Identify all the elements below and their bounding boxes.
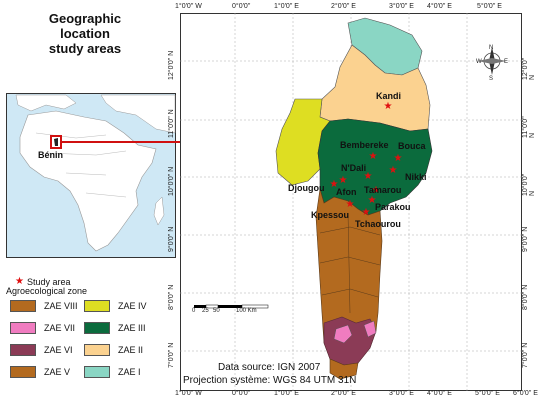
city-tamarou: Tamarou bbox=[364, 185, 402, 195]
svg-text:★: ★ bbox=[368, 195, 377, 206]
coord-right-1: 11°0'0" N bbox=[522, 116, 536, 138]
coord-bottom-4: 3°0'0" E bbox=[389, 390, 414, 397]
map-title-line1: Geographic location bbox=[48, 11, 122, 41]
svg-text:★: ★ bbox=[389, 165, 398, 176]
city-bouca: Bouca bbox=[398, 141, 426, 151]
map-title: Geographic location study areas bbox=[30, 11, 140, 56]
coord-left-5: 7°0'0" N bbox=[168, 342, 175, 368]
coord-left-0: 12°0'0" N bbox=[168, 50, 175, 80]
coord-bottom-6: 5°0'0" E bbox=[475, 390, 500, 397]
coord-top-6: 5°0'0" E bbox=[477, 3, 502, 10]
coord-bottom-2: 1°0'0" E bbox=[274, 390, 299, 397]
study-area-legend-icon: ★ bbox=[15, 276, 24, 287]
coord-top-3: 2°0'0" E bbox=[331, 3, 356, 10]
coord-bottom-5: 4°0'0" E bbox=[427, 390, 452, 397]
legend-swatch-zae-viii bbox=[10, 300, 36, 312]
legend-swatch-zae-vi bbox=[10, 344, 36, 356]
legend-swatch-zae-ii bbox=[84, 344, 110, 356]
svg-text:★: ★ bbox=[362, 207, 371, 218]
legend-swatch-zae-iv bbox=[84, 300, 110, 312]
city-afon: Afon bbox=[336, 187, 357, 197]
legend-study-area: Study area bbox=[27, 277, 71, 287]
data-source: Data source: IGN 2007 bbox=[218, 362, 321, 373]
city-bembereke: Bembereke bbox=[340, 140, 389, 150]
legend-label-zae-vii: ZAE VII bbox=[44, 323, 76, 333]
coord-left-1: 11°0'0" N bbox=[168, 109, 175, 138]
svg-text:★: ★ bbox=[346, 199, 355, 210]
city-kandi: Kandi bbox=[376, 91, 402, 101]
svg-text:★: ★ bbox=[372, 185, 381, 196]
coord-top-4: 3°0'0" E bbox=[389, 3, 414, 10]
coord-left-2: 10°0'0" N bbox=[168, 166, 175, 196]
coord-left-4: 8°0'0" N bbox=[168, 284, 175, 310]
coord-right-0: 12°0'0" N bbox=[522, 57, 536, 80]
coord-right-3: 9°0'0" N bbox=[522, 226, 529, 252]
scale-bar bbox=[194, 304, 269, 309]
zone-zae-iv bbox=[275, 98, 331, 186]
scale-tick-50: 50 bbox=[213, 308, 220, 314]
inset-label-benin: Bénin bbox=[38, 150, 64, 160]
compass-e: E bbox=[504, 59, 509, 65]
scale-tick-25: 25 bbox=[202, 308, 209, 314]
svg-text:★: ★ bbox=[339, 175, 348, 186]
zone-zae-vii-a bbox=[333, 324, 353, 344]
coord-top-1: 0°0'0" bbox=[232, 3, 251, 10]
coord-right-5: 7°0'0" N bbox=[522, 342, 529, 368]
legend-swatch-zae-iii bbox=[84, 322, 110, 334]
map-title-line2: study areas bbox=[48, 41, 122, 56]
city-ndali: N'Dali bbox=[341, 163, 367, 173]
africa-inset-map bbox=[6, 93, 176, 258]
coord-top-0: 1°0'0" W bbox=[175, 3, 202, 10]
city-kpessou: Kpessou bbox=[311, 210, 350, 220]
city-tchaourou: Tchaourou bbox=[355, 219, 401, 229]
legend-swatch-zae-i bbox=[84, 366, 110, 378]
scale-tick-100: 100 Km bbox=[236, 308, 257, 314]
compass-rose bbox=[478, 47, 506, 75]
study-area-markers: ★ ★ ★ ★ ★ ★ ★ ★ ★ ★ ★ bbox=[330, 101, 403, 218]
coord-bottom-0: 1°0'0" W bbox=[175, 390, 202, 397]
compass-w: W bbox=[476, 59, 482, 65]
scale-tick-0: 0 bbox=[192, 308, 196, 314]
city-djougou: Djougou bbox=[288, 183, 325, 193]
svg-text:★: ★ bbox=[364, 171, 373, 182]
legend-swatch-zae-v bbox=[10, 366, 36, 378]
legend-label-zae-v: ZAE V bbox=[44, 367, 71, 377]
legend-label-zae-iv: ZAE IV bbox=[118, 301, 147, 311]
benin-map: ★ ★ ★ ★ ★ ★ ★ ★ ★ ★ ★ bbox=[180, 13, 522, 391]
coord-top-5: 4°0'0" E bbox=[427, 3, 452, 10]
legend-label-zae-i: ZAE I bbox=[118, 367, 141, 377]
coord-right-2: 10°0'0" N bbox=[522, 173, 536, 196]
coord-left-3: 9°0'0" N bbox=[168, 226, 175, 252]
city-parakou: Parakou bbox=[375, 202, 411, 212]
projection: Projection système: WGS 84 UTM 31N bbox=[183, 375, 357, 386]
svg-text:★: ★ bbox=[394, 153, 403, 164]
compass-s: S bbox=[489, 76, 494, 82]
city-nikki: Nikki bbox=[405, 172, 427, 182]
coord-bottom-3: 2°0'0" E bbox=[331, 390, 356, 397]
coord-top-2: 1°0'0" E bbox=[274, 3, 299, 10]
legend-swatch-zae-vii bbox=[10, 322, 36, 334]
compass-n: N bbox=[489, 45, 494, 51]
coord-bottom-7: 6°0'0" E bbox=[513, 390, 538, 397]
legend-label-zae-iii: ZAE III bbox=[118, 323, 146, 333]
zone-zae-vii-b bbox=[363, 320, 377, 338]
legend-label-zae-ii: ZAE II bbox=[118, 345, 144, 355]
benin-highlight-box bbox=[50, 135, 62, 149]
coord-bottom-1: 0°0'0" bbox=[232, 390, 251, 397]
svg-text:★: ★ bbox=[369, 151, 378, 162]
legend-label-zae-vi: ZAE VI bbox=[44, 345, 73, 355]
coord-right-4: 8°0'0" N bbox=[522, 284, 529, 310]
legend-label-zae-viii: ZAE VIII bbox=[44, 301, 78, 311]
svg-text:★: ★ bbox=[330, 179, 339, 190]
legend-zone-title: Agroecological zone bbox=[6, 286, 88, 296]
svg-text:★: ★ bbox=[384, 101, 393, 112]
zone-zae-viii bbox=[329, 358, 359, 380]
